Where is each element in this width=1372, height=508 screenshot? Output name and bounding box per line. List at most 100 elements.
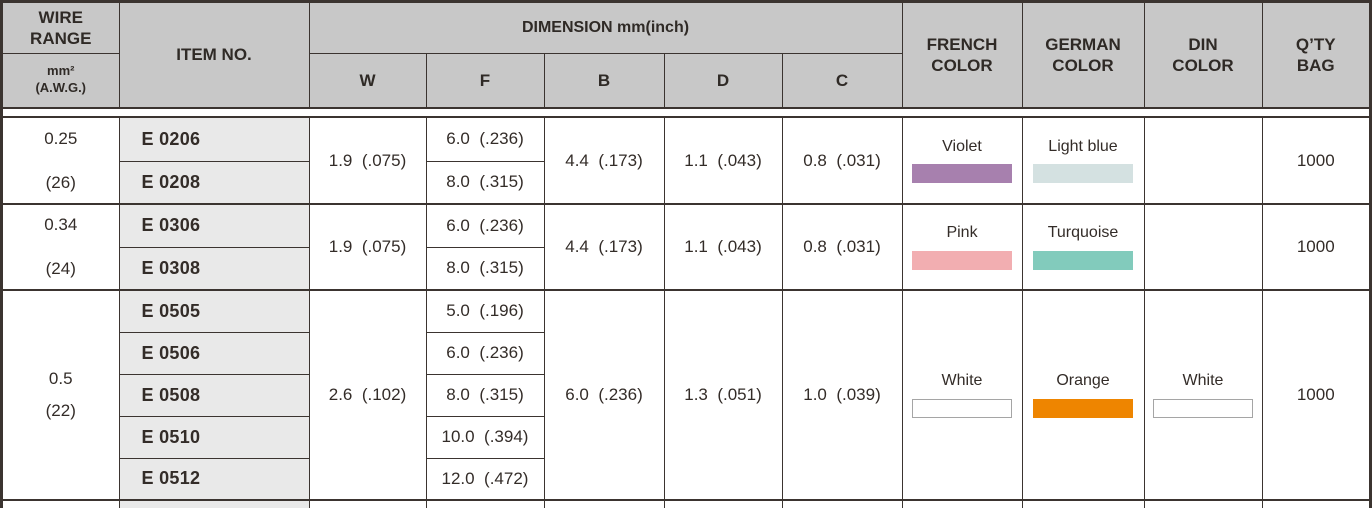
dim-c-cell: 1.0 (.039) (781, 289, 903, 501)
german-color-name: Orange (1056, 372, 1110, 390)
french-color-swatch (912, 164, 1012, 184)
din-color-cell (1143, 203, 1263, 291)
header-unit-mm2: mm² (47, 63, 75, 79)
qty-bag-cell: 1000 (1261, 289, 1369, 501)
header-din-color: DIN COLOR (1143, 3, 1263, 108)
dim-d-cell (663, 499, 783, 508)
wire-range-cell: 0.34 (24) (3, 203, 120, 291)
din-color-cell (1143, 499, 1263, 508)
dim-c-cell (781, 499, 903, 508)
dim-f-cell: 6.0 (.236) (425, 117, 545, 162)
table-row: 0.25 (26) E 0206 1.9 (.075) 6.0 (.236) 4… (3, 117, 1369, 205)
header-qty-line2: BAG (1296, 56, 1335, 75)
dim-f-cell: 6.0 (.236) (425, 203, 545, 248)
din-color-cell: White (1143, 289, 1263, 501)
header-body-separator (3, 107, 1369, 118)
dim-f-cell: 5.0 (.196) (425, 289, 545, 333)
header-dim-f: F (425, 52, 545, 108)
french-color-swatch (912, 398, 1012, 418)
dim-f-cell: 8.0 (.315) (425, 373, 545, 417)
french-color-name: White (941, 372, 983, 390)
header-wire-range-line1: WIRE (38, 7, 83, 27)
german-color-cell: Turquoise (1021, 203, 1145, 291)
dim-f-cell: 10.0 (.394) (425, 415, 545, 459)
german-color-cell: Light blue (1021, 117, 1145, 205)
wire-range-cell: 0.25 (26) (3, 117, 120, 205)
german-color-name: Turquoise (1047, 224, 1119, 242)
qty-bag-cell: 1000 (1261, 203, 1369, 291)
din-color-cell (1143, 117, 1263, 205)
dim-w-cell: 1.9 (.075) (308, 117, 427, 205)
item-no-cell: E 0306 (118, 203, 310, 248)
spec-table-body: 0.25 (26) E 0206 1.9 (.075) 6.0 (.236) 4… (3, 117, 1369, 508)
header-dim-b: B (543, 52, 665, 108)
dim-b-cell: 4.4 (.173) (543, 117, 665, 205)
wire-awg: (26) (45, 172, 76, 192)
item-no-cell: E 0512 (118, 457, 310, 501)
item-no-cell: E 0508 (118, 373, 310, 417)
header-wire-range-line2: RANGE (30, 28, 92, 48)
header-qty-line1: Q’TY (1295, 34, 1336, 54)
item-no-cell: E 0510 (118, 415, 310, 459)
french-color-cell: White (901, 289, 1023, 501)
german-color-swatch (1033, 164, 1133, 184)
wire-mm2: 0.34 (44, 215, 78, 235)
qty-bag-cell: 1000 (1261, 117, 1369, 205)
wire-awg: (24) (45, 259, 76, 278)
french-color-cell (901, 499, 1023, 508)
dim-b-cell: 4.4 (.173) (543, 203, 665, 291)
header-wire-unit: mm² (A.W.G.) (3, 52, 120, 108)
item-no-cell: E 0505 (118, 289, 310, 333)
dim-c-cell: 0.8 (.031) (781, 203, 903, 291)
spec-table-header: WIRE RANGE ITEM NO. DIMENSION mm(inch) F… (3, 3, 1369, 108)
dim-w-cell: 1.9 (.075) (308, 203, 427, 291)
table-row: 0.5 (22) E 0505 2.6 (.102) 5.0 (.196) 6.… (3, 289, 1369, 501)
item-no-cell: E 0208 (118, 160, 310, 205)
dim-f-cell: 6.0 (.236) (425, 331, 545, 375)
item-no-cell: E 0206 (118, 117, 310, 162)
header-french-line1: FRENCH (926, 34, 998, 54)
wire-range-cell: 0.5 (22) (3, 289, 120, 501)
header-wire-range: WIRE RANGE (3, 3, 120, 54)
dim-d-cell: 1.1 (.043) (663, 117, 783, 205)
header-german-color: GERMAN COLOR (1021, 3, 1145, 108)
table-row: E 0308 8.0 (.315) (3, 246, 1369, 291)
dim-f-cell (425, 499, 545, 508)
dim-d-cell: 1.1 (.043) (663, 203, 783, 291)
table-row: E 0508 8.0 (.315) (3, 373, 1369, 417)
dim-f-cell: 12.0 (.472) (425, 457, 545, 501)
header-german-line2: COLOR (1052, 56, 1114, 75)
table-row: E 0506 6.0 (.236) (3, 331, 1369, 375)
table-row: E 0208 8.0 (.315) (3, 160, 1369, 205)
dim-b-cell (543, 499, 665, 508)
item-no-cell (118, 499, 310, 508)
dim-f-cell: 8.0 (.315) (425, 246, 545, 291)
french-color-swatch (912, 250, 1012, 270)
header-dim-w: W (308, 52, 427, 108)
item-no-cell: E 0308 (118, 246, 310, 291)
french-color-cell: Pink (901, 203, 1023, 291)
header-item-no: ITEM NO. (118, 3, 310, 108)
french-color-name: Violet (942, 137, 982, 155)
dim-w-cell: 2.6 (.102) (308, 289, 427, 501)
german-color-cell (1021, 499, 1145, 508)
qty-bag-cell (1261, 499, 1369, 508)
german-color-name: Light blue (1048, 137, 1118, 155)
item-no-cell: E 0506 (118, 331, 310, 375)
header-dimension: DIMENSION mm(inch) (308, 3, 903, 54)
header-unit-awg: (A.W.G.) (35, 80, 87, 96)
din-color-name: White (1182, 372, 1224, 390)
din-color-swatch (1153, 398, 1253, 418)
dim-c-cell: 0.8 (.031) (781, 117, 903, 205)
dim-b-cell: 6.0 (.236) (543, 289, 665, 501)
header-german-line1: GERMAN (1045, 34, 1121, 54)
german-color-cell: Orange (1021, 289, 1145, 501)
header-qty-bag: Q’TY BAG (1261, 3, 1369, 108)
dim-d-cell: 1.3 (.051) (663, 289, 783, 501)
wire-awg: (22) (45, 401, 76, 420)
french-color-cell: Violet (901, 117, 1023, 205)
wire-mm2: 0.25 (44, 128, 78, 148)
table-row: E 0510 10.0 (.394) (3, 415, 1369, 459)
wire-mm2: 0.5 (48, 369, 73, 389)
